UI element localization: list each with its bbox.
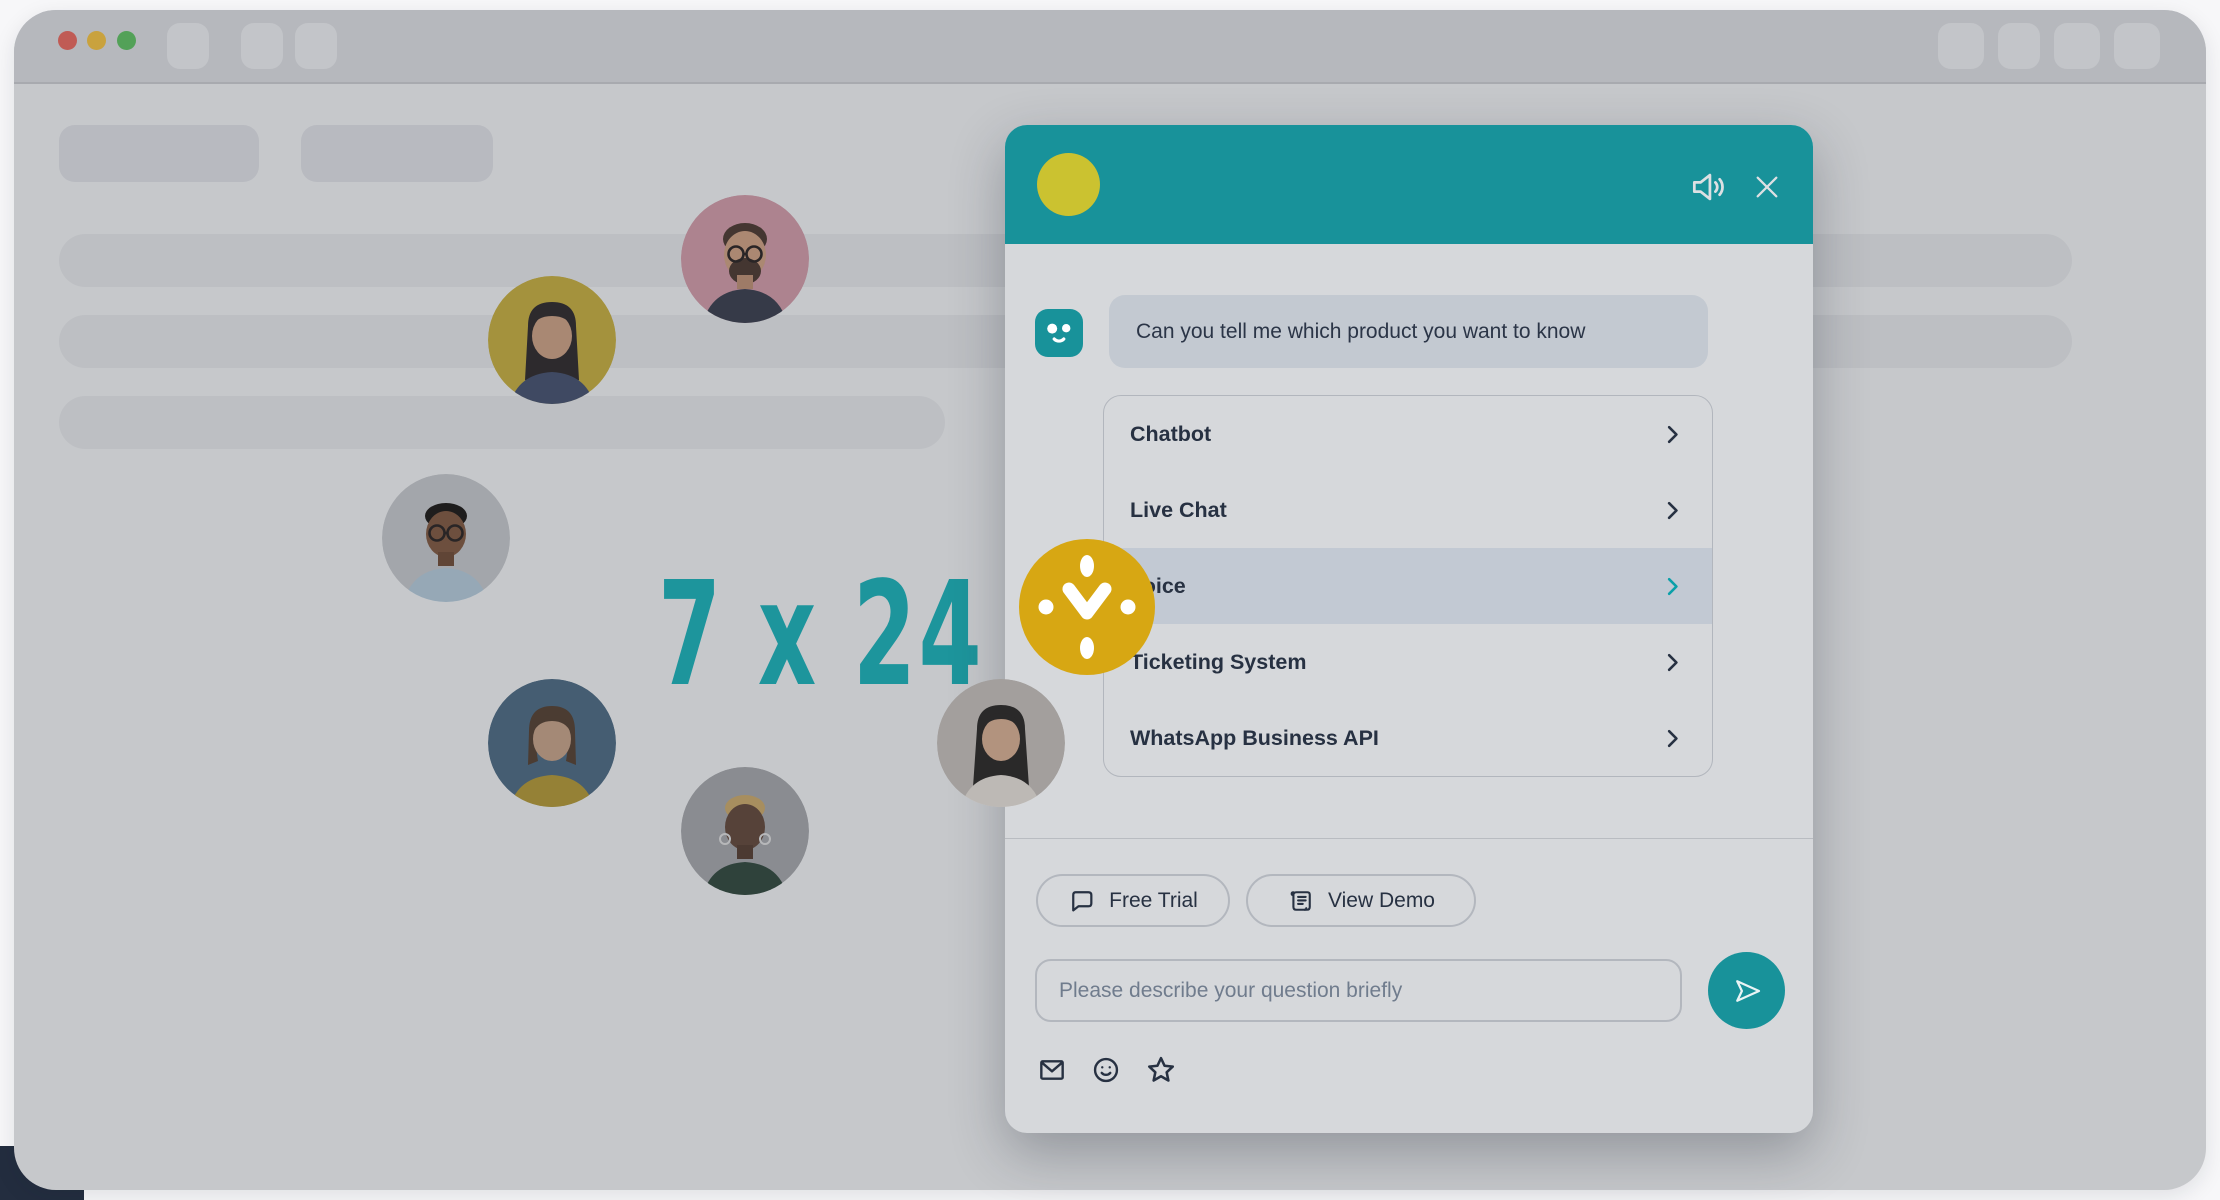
email-button[interactable]: [1036, 1053, 1068, 1090]
bot-avatar: [1035, 309, 1083, 357]
question-input[interactable]: [1035, 959, 1682, 1022]
toolbar-button-placeholder: [167, 23, 209, 69]
bot-message-text: Can you tell me which product you want t…: [1136, 319, 1586, 343]
traffic-light-zoom: [117, 31, 136, 50]
skeleton-bar: [59, 396, 945, 449]
clock-icon: [1019, 539, 1155, 675]
skeleton-pill: [301, 125, 493, 182]
close-icon: [1756, 176, 1778, 198]
headline-7x24: 7 x 24: [658, 550, 985, 718]
send-plane-icon: [1735, 979, 1760, 1002]
envelope-icon: [1040, 1060, 1064, 1080]
avatar-bearded-man: [681, 195, 809, 323]
menu-item-ticketing-system[interactable]: Ticketing System: [1104, 624, 1712, 700]
toolbar-button-placeholder: [1938, 23, 1984, 69]
send-button[interactable]: [1708, 952, 1785, 1029]
scroll-icon: [1290, 890, 1311, 911]
footer-icon-row: [1036, 1053, 1178, 1090]
menu-item-whatsapp-business-api[interactable]: WhatsApp Business API: [1104, 700, 1712, 776]
star-icon: [1147, 1056, 1175, 1082]
toolbar-button-placeholder: [241, 23, 283, 69]
free-trial-button[interactable]: Free Trial: [1036, 874, 1230, 927]
chevron-right-icon: [1667, 653, 1678, 671]
avatar-woman-green: [681, 767, 809, 895]
toolbar-button-placeholder: [2114, 23, 2160, 69]
menu-item-voice[interactable]: Voice: [1104, 548, 1712, 624]
avatar-man-glasses: [382, 474, 510, 602]
traffic-light-close: [58, 31, 77, 50]
brand-logo-circle: [1037, 153, 1100, 216]
browser-toolbar: [14, 10, 2206, 84]
bot-face-icon: [1047, 323, 1071, 343]
bot-message-bubble: Can you tell me which product you want t…: [1109, 295, 1708, 368]
chevron-right-icon: [1667, 425, 1678, 443]
chevron-right-icon: [1667, 729, 1678, 747]
traffic-light-minimize: [87, 31, 106, 50]
product-menu: Chatbot Live Chat Voice Ticketing System…: [1103, 395, 1713, 777]
chat-widget-header: [1005, 125, 1813, 244]
menu-item-live-chat[interactable]: Live Chat: [1104, 472, 1712, 548]
footer-divider: [1005, 838, 1813, 839]
clock-cursor: [1019, 539, 1155, 675]
sound-icon: [1692, 173, 1724, 201]
avatar-woman-slate: [488, 679, 616, 807]
toolbar-button-placeholder: [2054, 23, 2100, 69]
smiley-icon: [1093, 1057, 1119, 1083]
toolbar-button-placeholder: [295, 23, 337, 69]
sound-button[interactable]: [1687, 165, 1731, 209]
favorite-button[interactable]: [1144, 1053, 1178, 1090]
menu-item-chatbot[interactable]: Chatbot: [1104, 396, 1712, 472]
chevron-right-icon: [1667, 501, 1678, 519]
toolbar-button-placeholder: [1998, 23, 2040, 69]
avatar-woman-yellow: [488, 276, 616, 404]
view-demo-button[interactable]: View Demo: [1246, 874, 1476, 927]
chevron-right-icon: [1667, 577, 1678, 595]
skeleton-pill: [59, 125, 259, 182]
close-button[interactable]: [1751, 171, 1783, 203]
chat-bubble-icon: [1072, 890, 1093, 911]
emoji-button[interactable]: [1090, 1053, 1122, 1090]
avatar-woman-white-top: [937, 679, 1065, 807]
